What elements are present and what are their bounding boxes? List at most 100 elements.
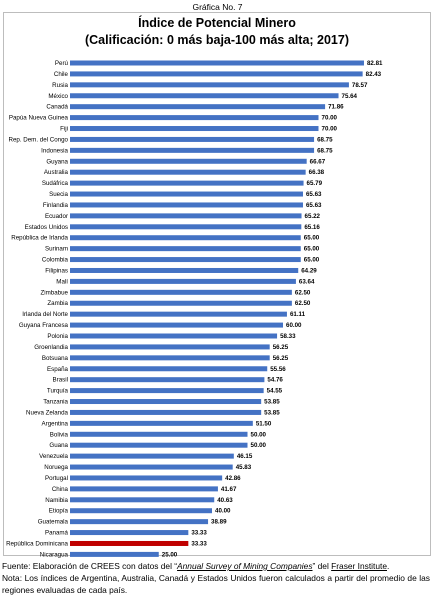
value-label-australia: 66.38	[309, 169, 325, 176]
value-label-filipinas: 64.29	[301, 267, 317, 274]
bar-brasil	[70, 377, 265, 383]
value-label-brasil: 54.76	[267, 377, 283, 384]
category-label-etiopia: Etiopía	[49, 508, 69, 515]
value-label-etiopia: 40.00	[215, 508, 231, 515]
bar-mali	[70, 278, 296, 284]
category-label-panama: Panamá	[45, 530, 69, 537]
value-label-nueva-zelanda: 53.85	[264, 409, 280, 416]
bar-fiji	[70, 126, 319, 132]
category-label-tanzania: Tanzania	[43, 399, 68, 406]
source-org: Fraser Institute	[331, 561, 387, 571]
value-label-nicaragua: 25.00	[162, 551, 178, 558]
bar-botsuana	[70, 355, 270, 361]
value-label-finlandia: 65.63	[306, 202, 322, 209]
category-label-guana: Guana	[49, 442, 68, 449]
category-label-republica-dominicana: República Dominicana	[6, 540, 68, 547]
value-label-fiji: 70.00	[322, 126, 338, 133]
value-label-republica-de-irlanda: 65.00	[304, 235, 320, 242]
bar-surinam	[70, 246, 301, 252]
bar-nicaragua	[70, 551, 159, 557]
category-label-guyana: Guyana	[46, 158, 68, 165]
value-label-mexico: 75.64	[342, 93, 358, 100]
source-mid: ” del	[312, 561, 332, 571]
category-label-indonesia: Indonesia	[41, 147, 68, 154]
bar-ecuador	[70, 213, 302, 219]
value-label-venezuela: 46.15	[237, 453, 253, 460]
category-label-guyana-francesa: Guyana Francesa	[19, 322, 69, 329]
value-label-guyana-francesa: 60.00	[286, 322, 302, 329]
bar-portugal	[70, 475, 223, 481]
category-label-finlandia: Finlandia	[43, 202, 69, 209]
bar-bolivia	[70, 431, 248, 437]
category-label-chile: Chile	[54, 71, 69, 78]
bar-namibia	[70, 497, 215, 503]
bar-republica-dominicana	[70, 540, 189, 546]
value-label-botsuana: 56.25	[273, 355, 289, 362]
value-label-guatemala: 38.89	[211, 519, 227, 526]
category-label-papua-nueva-guinea: Papúa Nueva Guinea	[9, 115, 69, 122]
bar-filipinas	[70, 267, 299, 273]
category-label-irlanda-del-norte: Irlanda del Norte	[22, 311, 68, 318]
bar-irlanda-del-norte	[70, 311, 287, 317]
bar-mexico	[70, 93, 339, 99]
bar-finlandia	[70, 202, 303, 208]
bar-rusia	[70, 82, 349, 88]
category-label-rep-dem-del-congo: Rep. Dem. del Congo	[8, 136, 68, 143]
value-label-polonia: 58.33	[280, 333, 296, 340]
methodology-note: Nota: Los índices de Argentina, Australi…	[2, 573, 430, 595]
figure-label: Gráfica No. 7	[192, 2, 243, 12]
value-label-zimbabue: 62.50	[295, 289, 311, 296]
bar-etiopia	[70, 508, 212, 514]
value-label-republica-dominicana: 33.33	[191, 540, 207, 547]
bar-guyana-francesa	[70, 322, 283, 328]
bar-turquia	[70, 388, 264, 394]
value-label-ecuador: 65.22	[305, 213, 321, 220]
bar-peru	[70, 60, 364, 66]
bar-zambia	[70, 300, 292, 306]
chart-subtitle: (Calificación: 0 más baja-100 más alta; …	[84, 33, 349, 47]
bar-colombia	[70, 257, 301, 263]
bar-groenlandia	[70, 344, 270, 350]
category-label-venezuela: Venezuela	[39, 453, 68, 460]
bar-polonia	[70, 333, 278, 339]
chart-frame	[3, 12, 431, 556]
category-label-nicaragua: Nicaragua	[40, 551, 69, 558]
value-label-zambia: 62.50	[295, 300, 311, 307]
value-label-noruega: 45.83	[236, 464, 252, 471]
category-label-mexico: México	[48, 93, 68, 100]
bar-papua-nueva-guinea	[70, 115, 319, 121]
source-suffix: .	[387, 561, 390, 571]
bar-sudafrica	[70, 180, 304, 186]
category-label-australia: Australia	[44, 169, 69, 176]
value-label-china: 41.67	[221, 486, 237, 493]
category-label-mali: Malí	[56, 278, 68, 285]
source-title: Annual Survey of Mining Companies	[177, 561, 313, 571]
value-label-bolivia: 50.00	[251, 431, 267, 438]
value-label-espana: 55.56	[270, 366, 286, 373]
value-label-surinam: 65.00	[304, 246, 320, 253]
value-label-guyana: 66.67	[310, 158, 326, 165]
value-label-argentina: 51.50	[256, 420, 272, 427]
category-label-namibia: Namibia	[45, 497, 68, 504]
category-label-nueva-zelanda: Nueva Zelanda	[26, 409, 69, 416]
bar-guyana	[70, 158, 307, 164]
bar-suecia	[70, 191, 303, 197]
value-label-colombia: 65.00	[304, 257, 320, 264]
bar-australia	[70, 169, 306, 175]
category-label-suecia: Suecia	[49, 191, 68, 198]
category-label-ecuador: Ecuador	[45, 213, 68, 220]
bar-nueva-zelanda	[70, 409, 262, 415]
category-label-argentina: Argentina	[42, 420, 69, 427]
value-label-estados-unidos: 65.16	[304, 224, 320, 231]
value-label-panama: 33.33	[191, 530, 207, 537]
source-prefix: Fuente: Elaboración de CREES con datos d…	[2, 561, 178, 571]
value-label-chile: 82.43	[366, 71, 382, 78]
category-label-polonia: Polonia	[47, 333, 68, 340]
bar-noruega	[70, 464, 233, 470]
value-label-portugal: 42.86	[225, 475, 241, 482]
value-label-rusia: 78.57	[352, 82, 368, 89]
value-label-guana: 50.00	[251, 442, 267, 449]
category-label-brasil: Brasil	[53, 377, 68, 384]
chart-title: Índice de Potencial Minero	[138, 16, 296, 30]
